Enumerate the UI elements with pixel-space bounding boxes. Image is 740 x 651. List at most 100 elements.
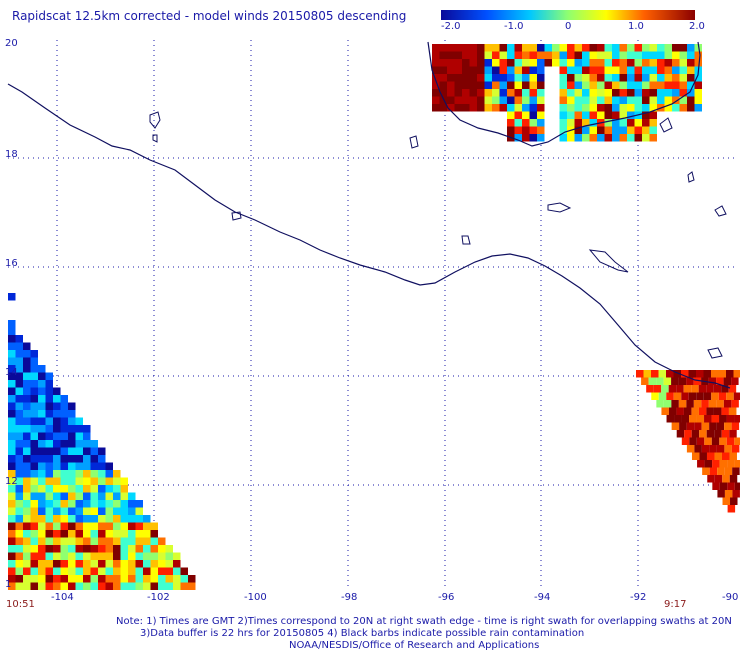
swath-cell <box>158 583 166 591</box>
swath-cell <box>701 400 709 408</box>
swath-cell <box>642 119 650 127</box>
swath-cell <box>455 104 463 112</box>
swath-cell <box>166 545 174 553</box>
swath-cell <box>106 530 114 538</box>
swath-cell <box>143 538 151 546</box>
swath-cell <box>53 440 61 448</box>
swath-cell <box>650 44 658 52</box>
swath-cell <box>485 74 493 82</box>
swath-cell <box>31 538 39 546</box>
swath-cell <box>500 52 508 60</box>
swath-cell <box>31 388 39 396</box>
lon-label: -100 <box>244 592 267 603</box>
swath-cell <box>692 453 700 461</box>
swath-cell <box>113 523 121 531</box>
swath-cell <box>500 89 508 97</box>
swath-cell <box>106 463 114 471</box>
swath-cell <box>31 403 39 411</box>
swath-cell <box>500 97 508 105</box>
swath-cell <box>597 112 605 120</box>
swath-cell <box>53 575 61 583</box>
swath-cell <box>729 430 737 438</box>
swath-cell <box>8 508 16 516</box>
swath-cell <box>31 440 39 448</box>
swath-cell <box>16 530 24 538</box>
swath-cell <box>128 538 136 546</box>
swath-cell <box>53 455 61 463</box>
swath-cell <box>61 575 69 583</box>
swath-cell <box>470 97 478 105</box>
swath-cell <box>590 82 598 90</box>
swath-cell <box>605 134 613 142</box>
swath-cell <box>8 343 16 351</box>
swath-cell <box>46 545 54 553</box>
swath-cell <box>68 470 76 478</box>
swath-cell <box>649 378 657 386</box>
swath-cell <box>128 523 136 531</box>
swath-cell <box>83 553 91 561</box>
swath-cell <box>91 575 99 583</box>
swath-cell <box>651 393 659 401</box>
swath-cell <box>16 358 24 366</box>
swath-cell <box>31 455 39 463</box>
swath-cell <box>627 119 635 127</box>
swath-cell <box>560 67 568 75</box>
swath-cell <box>38 515 46 523</box>
swath-cell <box>684 408 692 416</box>
swath-cell <box>8 530 16 538</box>
swath-cell <box>722 475 730 483</box>
swath-cell <box>537 52 545 60</box>
swath-cell <box>680 67 688 75</box>
swath-cell <box>627 82 635 90</box>
swath-cell <box>23 365 31 373</box>
swath-cell <box>61 448 69 456</box>
swath-cell <box>91 478 99 486</box>
swath-cell <box>38 440 46 448</box>
swath-cell <box>605 104 613 112</box>
swath-cell <box>567 52 575 60</box>
swath-cell <box>695 59 703 67</box>
swath-cell <box>8 560 16 568</box>
swath-cell <box>113 530 121 538</box>
swath-cell <box>8 403 16 411</box>
swath-cell <box>31 395 39 403</box>
time-right: 9:17 <box>664 599 686 610</box>
lon-label: -96 <box>438 592 454 603</box>
swath-cell <box>582 112 590 120</box>
swath-cell <box>98 463 106 471</box>
swath-cell <box>53 433 61 441</box>
swath-cell <box>128 568 136 576</box>
swath-cell <box>151 575 159 583</box>
swath-cell <box>709 423 717 431</box>
swath-cell <box>98 448 106 456</box>
swath-cell <box>530 44 538 52</box>
swath-cell <box>53 523 61 531</box>
swath-cell <box>106 575 114 583</box>
swath-cell <box>492 59 500 67</box>
swath-cell <box>545 59 553 67</box>
swath-cell <box>582 67 590 75</box>
swath-cell <box>38 508 46 516</box>
swath-cell <box>470 44 478 52</box>
swath-cell <box>440 44 448 52</box>
swath-cell <box>106 545 114 553</box>
swath-cell <box>143 523 151 531</box>
swath-cell <box>53 418 61 426</box>
swath-cell <box>31 523 39 531</box>
swath-cell <box>68 463 76 471</box>
swath-cell <box>151 568 159 576</box>
swath-cell <box>732 490 740 498</box>
swath-cell <box>575 134 583 142</box>
swath-cell <box>23 418 31 426</box>
swath-cell <box>91 440 99 448</box>
swath-cell <box>68 493 76 501</box>
swath-cell <box>507 104 515 112</box>
swath-cell <box>470 104 478 112</box>
swath-cell <box>575 44 583 52</box>
lon-label: -94 <box>534 592 550 603</box>
lat-label: 12 <box>5 476 18 487</box>
swath-cell <box>665 74 673 82</box>
swath-cell <box>666 393 674 401</box>
swath-cell <box>530 74 538 82</box>
swath-cell <box>676 385 684 393</box>
